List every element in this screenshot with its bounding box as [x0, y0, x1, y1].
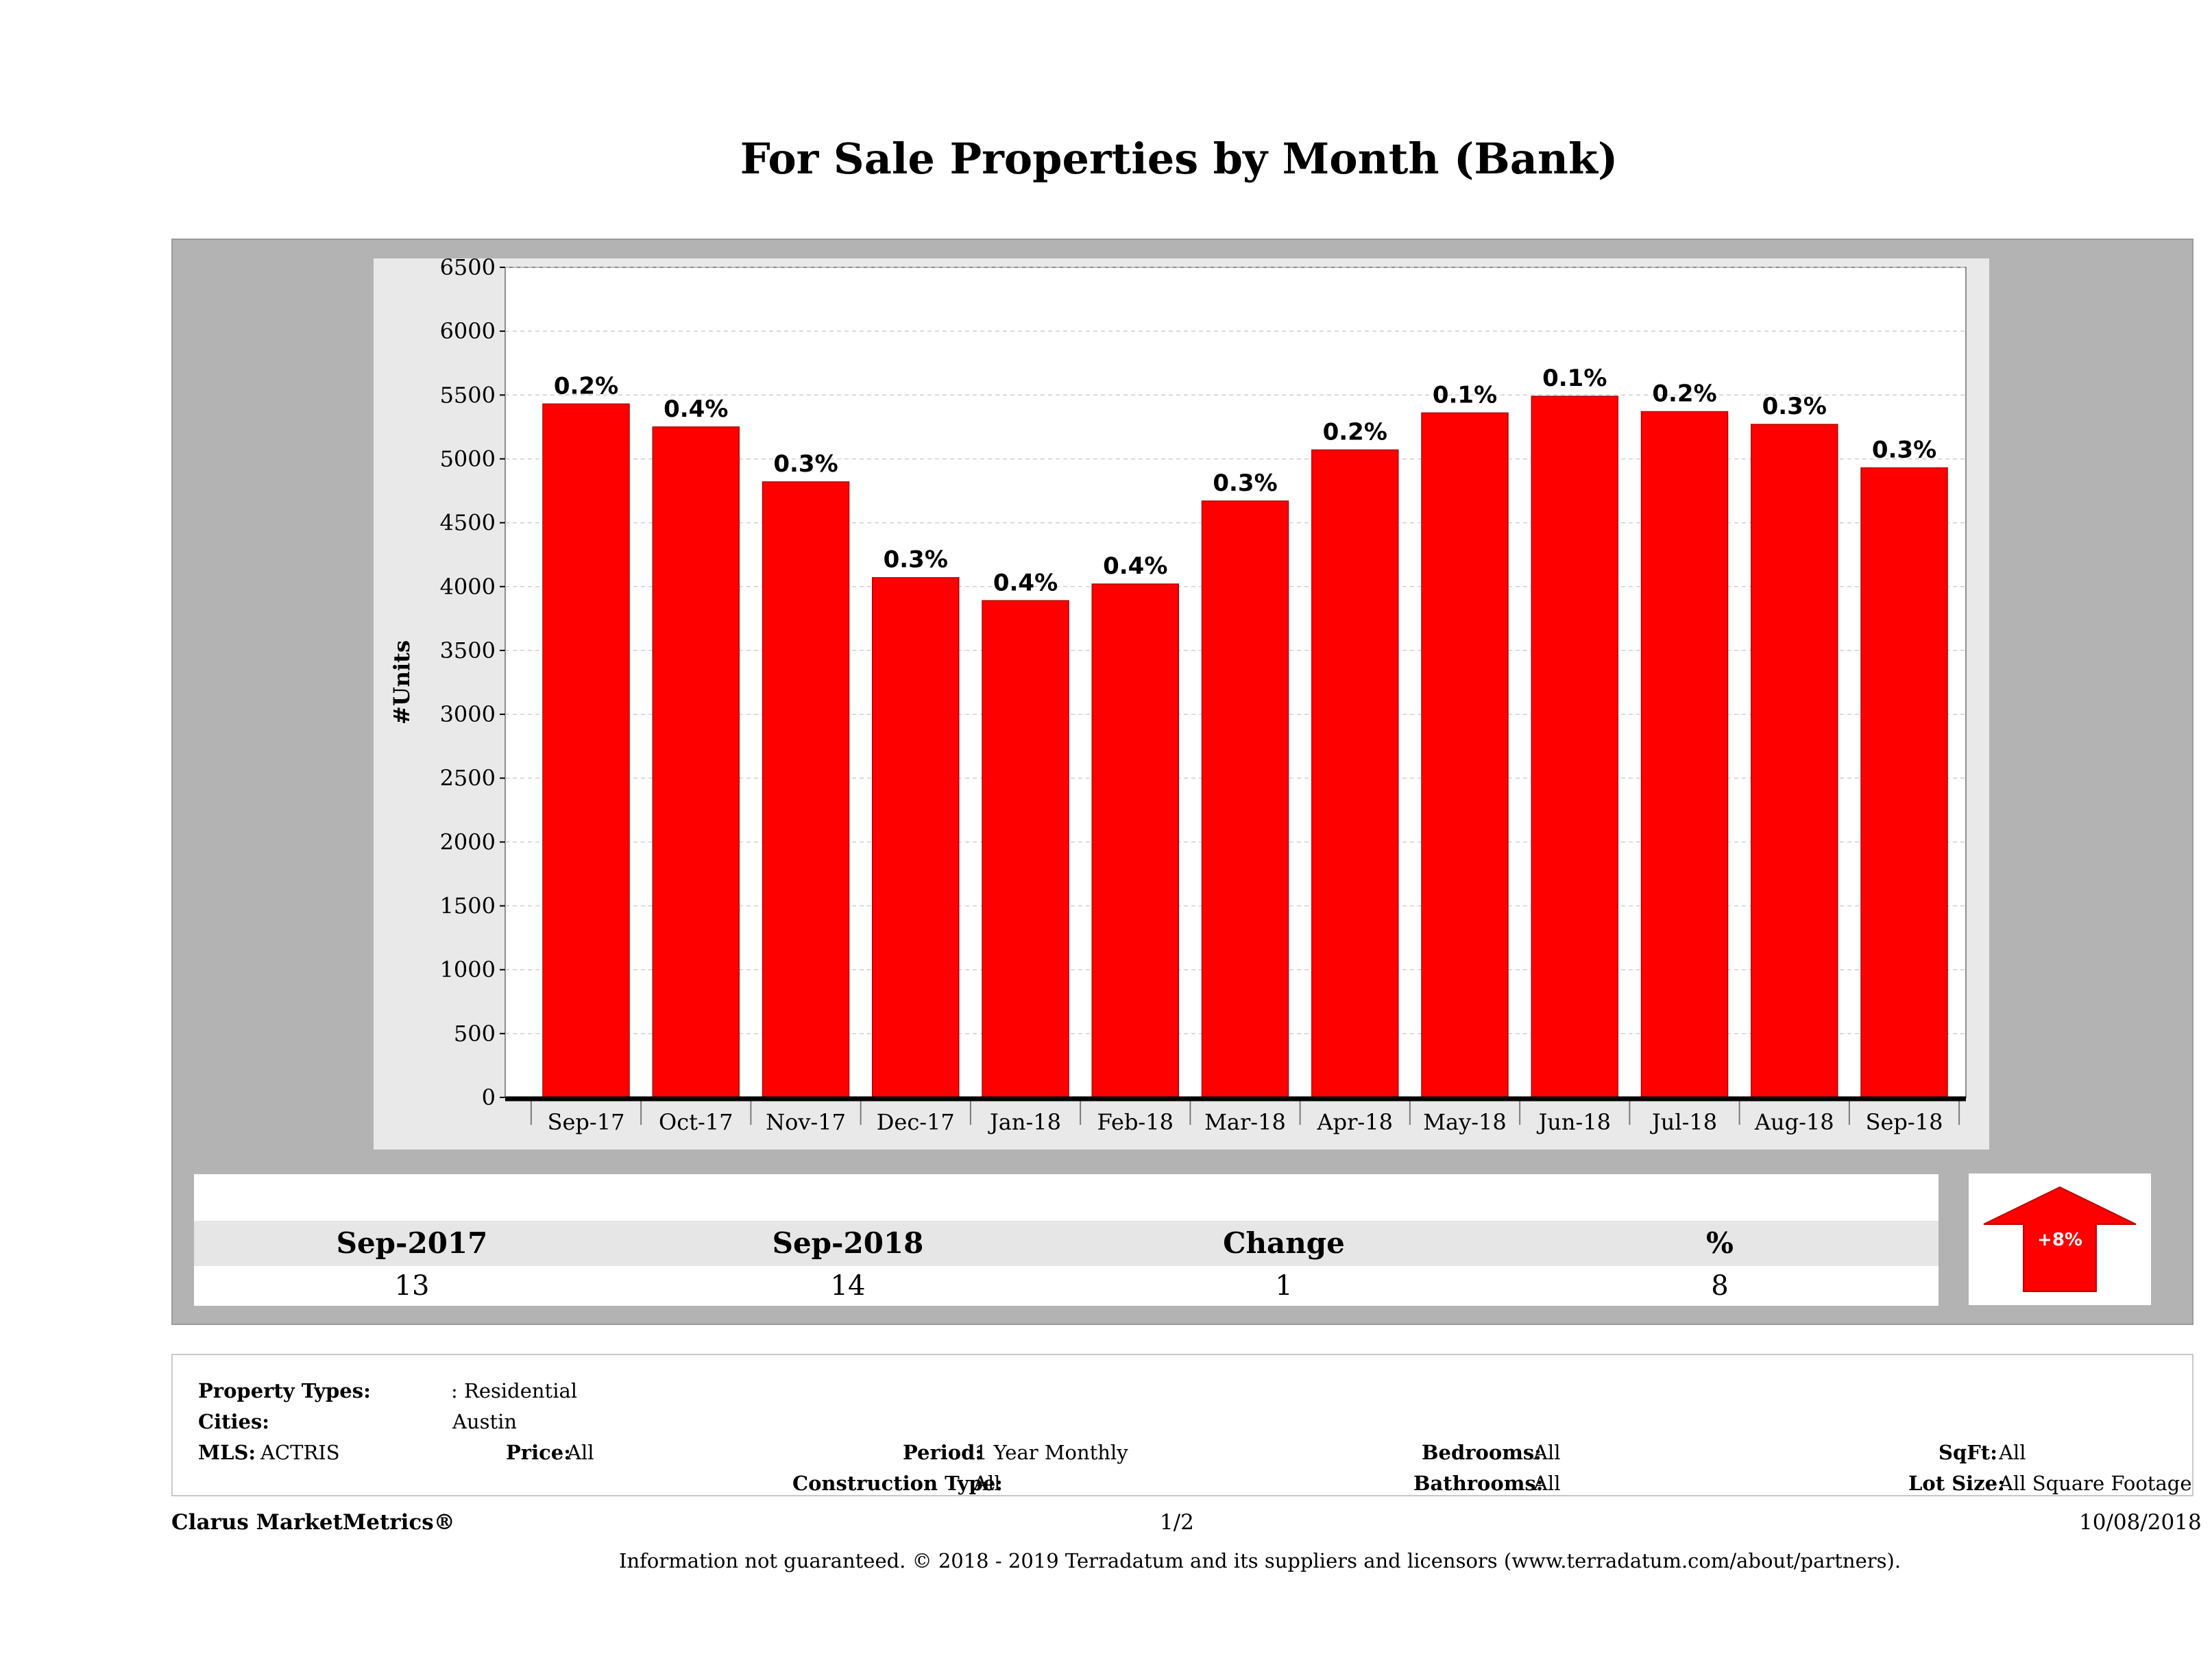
y-axis-title: #Units [389, 640, 415, 725]
bar [1640, 411, 1729, 1098]
stats-value-start: 13 [394, 1270, 430, 1302]
stats-header-percent: % [1706, 1226, 1734, 1260]
bar-data-label: 0.1% [1542, 365, 1607, 392]
x-tick-label: Mar-18 [1204, 1109, 1286, 1135]
stats-header-start: Sep-2017 [336, 1226, 488, 1260]
bar-data-label: 0.1% [1433, 381, 1497, 409]
change-badge: +8% [1969, 1174, 2151, 1305]
bedrooms-label: Bedrooms: [1422, 1441, 1542, 1464]
bar-data-label: 0.2% [1323, 418, 1387, 446]
footer-date: 10/08/2018 [2079, 1510, 2202, 1535]
y-tick-label: 3500 [440, 637, 496, 664]
chart-title: For Sale Properties by Month (Bank) [740, 134, 1618, 184]
x-tick-label: Sep-17 [548, 1109, 625, 1135]
stats-header-change: Change [1223, 1226, 1345, 1260]
property-types-value: : Residential [451, 1379, 578, 1402]
construction-value: All [973, 1472, 1001, 1495]
bar [982, 600, 1069, 1098]
bar [1531, 396, 1618, 1098]
y-tick-label: 6500 [440, 258, 496, 280]
y-tick-label: 4500 [440, 510, 496, 536]
bar [762, 481, 850, 1098]
y-tick-label: 0 [482, 1084, 496, 1110]
x-tick-label: Sep-18 [1866, 1109, 1943, 1135]
bar-chart: 0 500 1000 1500 2000 2500 3000 3500 4000 4500 5000… [389, 258, 1967, 1135]
bar [652, 426, 740, 1098]
bar-data-label: 0.4% [993, 569, 1058, 596]
bar-data-label: 0.4% [664, 396, 728, 423]
y-tick-label: 3000 [440, 701, 496, 727]
bar [1201, 500, 1289, 1098]
x-tick-label: Jul-18 [1650, 1109, 1717, 1135]
sqft-label: SqFt: [1938, 1441, 1997, 1464]
stats-header-row: Sep-2017 Sep-2018 Change % [194, 1221, 1938, 1266]
up-arrow-icon [1983, 1186, 2137, 1292]
bar-data-label: 0.3% [1213, 470, 1277, 497]
bar [1751, 424, 1838, 1098]
bathrooms-label: Bathrooms: [1413, 1472, 1544, 1495]
bar-data-label: 0.2% [554, 372, 618, 400]
stats-value-change: 1 [1275, 1270, 1293, 1302]
mls-label: MLS: [198, 1441, 256, 1464]
footer-brand: Clarus MarketMetrics® [171, 1510, 455, 1535]
property-types-label: Property Types: [198, 1379, 371, 1402]
y-tick-label: 1500 [440, 893, 496, 919]
x-tick-label: May-18 [1423, 1109, 1506, 1135]
bathrooms-value: All [1533, 1472, 1561, 1495]
cities-label: Cities: [198, 1410, 269, 1433]
y-tick-label: 500 [454, 1021, 496, 1047]
filters-panel: Property Types: : Residential Cities: Au… [171, 1354, 2193, 1496]
stats-values-row: 13 14 1 8 [194, 1266, 1938, 1306]
sqft-value: All [1999, 1441, 2026, 1464]
y-tick-label: 2000 [440, 829, 496, 855]
x-tick-label: Oct-17 [659, 1109, 733, 1135]
x-tick-label: Feb-18 [1097, 1109, 1174, 1135]
y-tick-label: 1000 [440, 957, 496, 983]
bar-data-label: 0.3% [773, 450, 838, 478]
y-tick-label: 6000 [440, 318, 496, 344]
bar-data-label: 0.2% [1652, 380, 1716, 408]
footer-disclaimer: Information not guaranteed. © 2018 - 201… [619, 1549, 1901, 1572]
chart-panel: 0 500 1000 1500 2000 2500 3000 3500 4000 4500 5000… [374, 258, 1989, 1150]
lotsize-label: Lot Size: [1908, 1472, 2005, 1495]
construction-label: Construction Type: [792, 1472, 1003, 1495]
period-value: 1 Year Monthly [975, 1441, 1128, 1464]
cities-value: Austin [452, 1410, 518, 1433]
stats-header-end: Sep-2018 [772, 1226, 924, 1260]
x-tick-label: Apr-18 [1317, 1109, 1393, 1135]
y-tick-label: 5000 [440, 446, 496, 472]
bar-data-label: 0.3% [884, 546, 948, 574]
bar [1421, 412, 1509, 1098]
bar [1860, 467, 1948, 1098]
bar [1311, 449, 1399, 1098]
x-tick-label: Jan-18 [988, 1109, 1061, 1135]
y-tick-label: 2500 [440, 765, 496, 791]
bar-data-label: 0.3% [1762, 393, 1827, 420]
x-tick-label: Dec-17 [877, 1109, 955, 1135]
x-tick-label: Jun-18 [1536, 1109, 1611, 1135]
period-label: Period: [903, 1441, 983, 1464]
bar [1091, 583, 1179, 1098]
footer-page: 1/2 [1160, 1510, 1194, 1535]
y-tick-label: 5500 [440, 382, 496, 408]
price-value: All [567, 1441, 594, 1464]
price-label: Price: [506, 1441, 571, 1464]
stats-value-percent: 8 [1711, 1270, 1729, 1302]
bedrooms-value: All [1533, 1441, 1561, 1464]
mls-value: ACTRIS [260, 1441, 340, 1464]
x-tick-label: Nov-17 [766, 1109, 846, 1135]
bar [872, 576, 960, 1098]
stats-value-end: 14 [830, 1270, 866, 1302]
stats-blank-row [194, 1174, 1938, 1221]
x-tick-label: Aug-18 [1754, 1109, 1834, 1135]
y-tick-label: 4000 [440, 574, 496, 600]
bar [542, 403, 630, 1098]
lotsize-value: All Square Footage [1999, 1472, 2192, 1495]
bar-data-label: 0.3% [1872, 437, 1936, 464]
change-badge-label: +8% [2037, 1230, 2082, 1250]
bar-data-label: 0.4% [1103, 552, 1167, 580]
